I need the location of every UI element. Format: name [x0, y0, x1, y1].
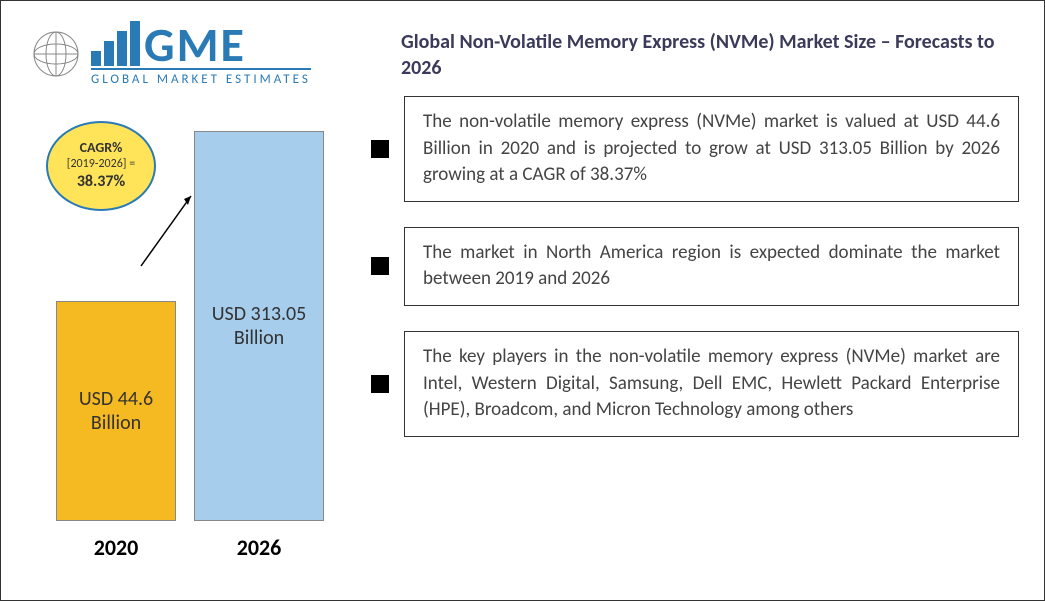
logo: GME GLOBAL MARKET ESTIMATES: [31, 21, 311, 87]
logo-letters: GME: [144, 23, 246, 66]
info-row: The non-volatile memory express (NVMe) m…: [371, 96, 1019, 202]
cagr-bubble: CAGR% [2019-2026] = 38.37%: [46, 121, 156, 211]
cagr-label-top: CAGR%: [80, 139, 123, 157]
bullet-icon: [371, 375, 389, 393]
bullet-icon: [371, 140, 389, 158]
logo-subtitle: GLOBAL MARKET ESTIMATES: [91, 68, 311, 87]
info-text: The key players in the non-volatile memo…: [404, 331, 1019, 437]
info-row: The market in North America region is ex…: [371, 227, 1019, 306]
chart-bar: USD 44.6 Billion: [56, 301, 176, 521]
logo-bar: [104, 41, 114, 66]
growth-arrow-icon: [136, 181, 206, 271]
bullet-icon: [371, 257, 389, 275]
chart-x-labels: 2020 2026: [56, 534, 324, 561]
logo-text: GME GLOBAL MARKET ESTIMATES: [91, 21, 311, 87]
page-title: Global Non-Volatile Memory Express (NVMe…: [401, 29, 1014, 81]
info-list: The non-volatile memory express (NVMe) m…: [371, 96, 1019, 437]
cagr-value: 38.37%: [77, 172, 125, 193]
globe-icon: [31, 29, 81, 79]
chart-x-label: 2020: [56, 534, 176, 561]
info-text: The non-volatile memory express (NVMe) m…: [404, 96, 1019, 202]
cagr-label-mid: [2019-2026] =: [67, 157, 135, 173]
logo-bars-icon: [91, 21, 140, 66]
chart-x-label: 2026: [194, 534, 324, 561]
info-text: The market in North America region is ex…: [404, 227, 1019, 306]
chart-bar: USD 313.05 Billion: [194, 131, 324, 521]
logo-bar: [117, 31, 127, 66]
logo-bar: [130, 21, 140, 66]
info-row: The key players in the non-volatile memo…: [371, 331, 1019, 437]
logo-bar: [91, 51, 101, 66]
bar-chart: CAGR% [2019-2026] = 38.37% USD 44.6 Bill…: [56, 121, 356, 571]
